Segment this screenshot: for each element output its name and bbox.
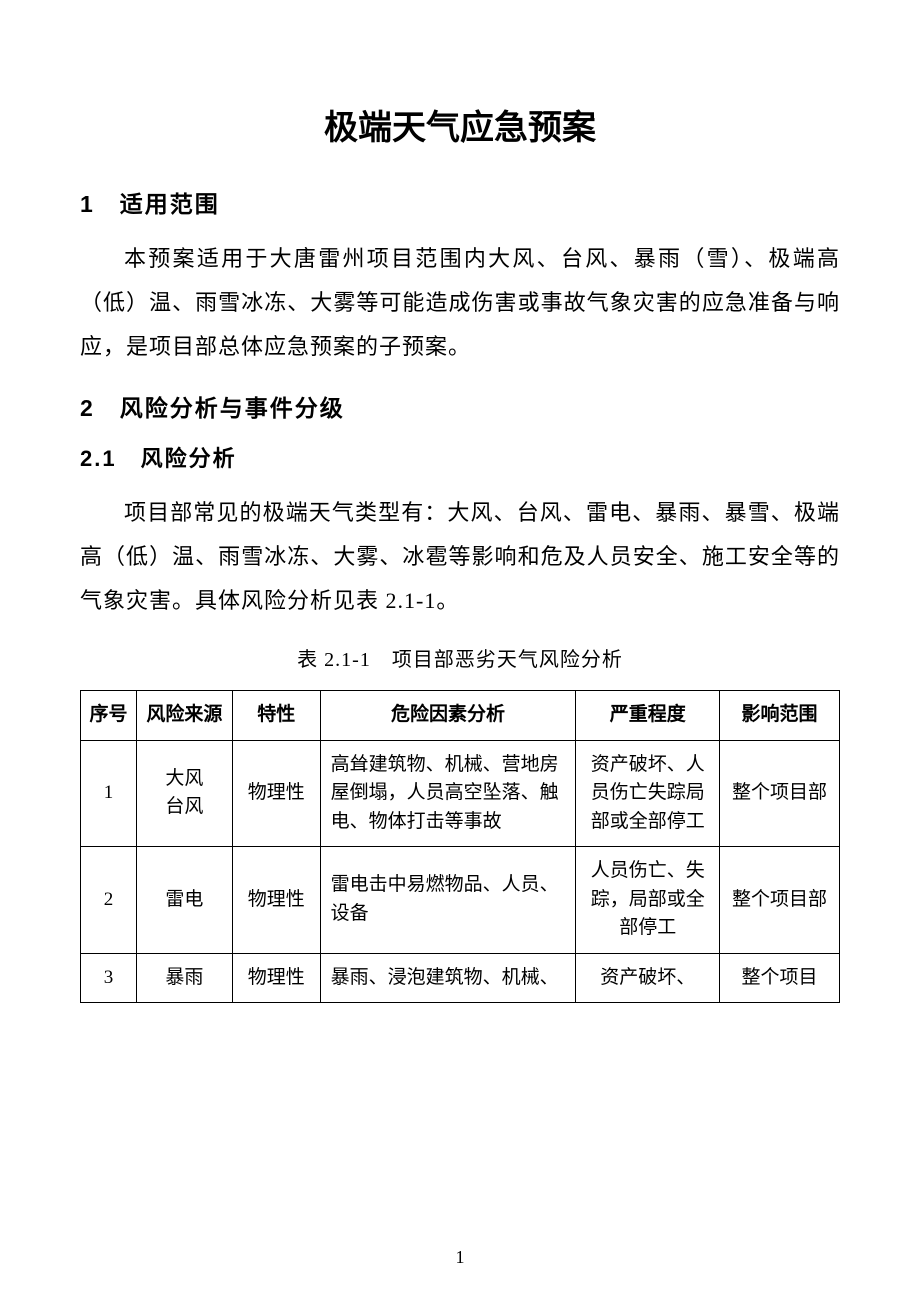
heading-section-1: 1 适用范围 [80, 185, 840, 219]
cell-seq: 1 [81, 740, 137, 847]
paragraph-scope: 本预案适用于大唐雷州项目范围内大风、台风、暴雨（雪）、极端高（低）温、雨雪冰冻、… [80, 237, 840, 369]
cell-source: 大风台风 [136, 740, 232, 847]
cell-seq: 2 [81, 847, 137, 954]
cell-factor: 暴雨、浸泡建筑物、机械、 [320, 953, 576, 1003]
heading-section-2: 2 风险分析与事件分级 [80, 389, 840, 423]
table-caption: 表 2.1-1 项目部恶劣天气风险分析 [80, 643, 840, 672]
th-source: 风险来源 [136, 691, 232, 741]
table-row: 3 暴雨 物理性 暴雨、浸泡建筑物、机械、 资产破坏、 整个项目 [81, 953, 840, 1003]
cell-seq: 3 [81, 953, 137, 1003]
cell-scope: 整个项目 [720, 953, 840, 1003]
table-header-row: 序号 风险来源 特性 危险因素分析 严重程度 影响范围 [81, 691, 840, 741]
cell-severity: 人员伤亡、失踪，局部或全部停工 [576, 847, 720, 954]
cell-property: 物理性 [232, 953, 320, 1003]
risk-analysis-table: 序号 风险来源 特性 危险因素分析 严重程度 影响范围 1 大风台风 物理性 高… [80, 690, 840, 1003]
th-property: 特性 [232, 691, 320, 741]
cell-factor: 高耸建筑物、机械、营地房屋倒塌，人员高空坠落、触电、物体打击等事故 [320, 740, 576, 847]
paragraph-risk-analysis: 项目部常见的极端天气类型有：大风、台风、雷电、暴雨、暴雪、极端高（低）温、雨雪冰… [80, 491, 840, 623]
th-factor: 危险因素分析 [320, 691, 576, 741]
cell-scope: 整个项目部 [720, 847, 840, 954]
heading-section-2-1: 2.1 风险分析 [80, 441, 840, 473]
cell-scope: 整个项目部 [720, 740, 840, 847]
th-scope: 影响范围 [720, 691, 840, 741]
page-number: 1 [0, 1247, 920, 1268]
cell-factor: 雷电击中易燃物品、人员、设备 [320, 847, 576, 954]
table-row: 2 雷电 物理性 雷电击中易燃物品、人员、设备 人员伤亡、失踪，局部或全部停工 … [81, 847, 840, 954]
cell-source: 雷电 [136, 847, 232, 954]
cell-property: 物理性 [232, 847, 320, 954]
th-severity: 严重程度 [576, 691, 720, 741]
th-seq: 序号 [81, 691, 137, 741]
cell-source: 暴雨 [136, 953, 232, 1003]
table-row: 1 大风台风 物理性 高耸建筑物、机械、营地房屋倒塌，人员高空坠落、触电、物体打… [81, 740, 840, 847]
cell-severity: 资产破坏、 [576, 953, 720, 1003]
document-title: 极端天气应急预案 [80, 100, 840, 149]
cell-property: 物理性 [232, 740, 320, 847]
cell-severity: 资产破坏、人员伤亡失踪局部或全部停工 [576, 740, 720, 847]
